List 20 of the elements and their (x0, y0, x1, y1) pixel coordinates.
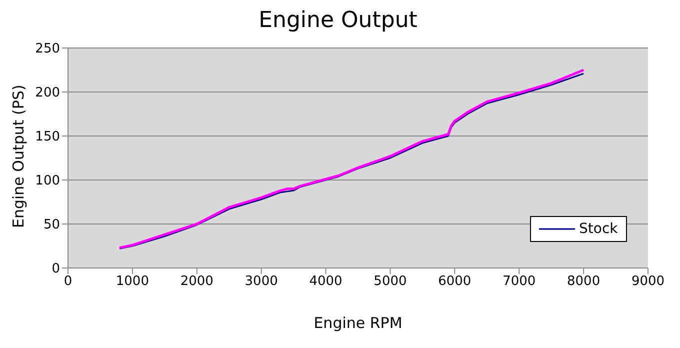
x-tick-label: 4000 (309, 274, 342, 290)
x-tick-label: 3000 (244, 274, 278, 290)
x-tick-label: 0 (64, 274, 72, 290)
chart-title: Engine Output (258, 8, 418, 35)
x-tick-label: 9000 (631, 274, 665, 290)
x-tick-label: 8000 (567, 274, 600, 290)
x-tick-label: 7000 (502, 274, 536, 290)
x-axis-title: Engine RPM (314, 314, 402, 332)
x-tick-label: 5000 (374, 274, 407, 290)
y-tick-label: 150 (35, 130, 60, 145)
y-tick-label: 200 (35, 86, 60, 101)
x-tick-label: 6000 (438, 274, 472, 290)
x-tick-label: 2000 (180, 274, 214, 290)
x-tick-label: 1000 (116, 274, 149, 290)
y-axis-title: Engine Output (PS) (9, 84, 28, 228)
y-tick-label: 250 (35, 42, 60, 57)
y-tick-label: 50 (43, 218, 60, 233)
y-tick-label: 100 (35, 174, 60, 189)
y-tick-label: 0 (52, 262, 60, 277)
legend-label: Stock (579, 221, 618, 237)
